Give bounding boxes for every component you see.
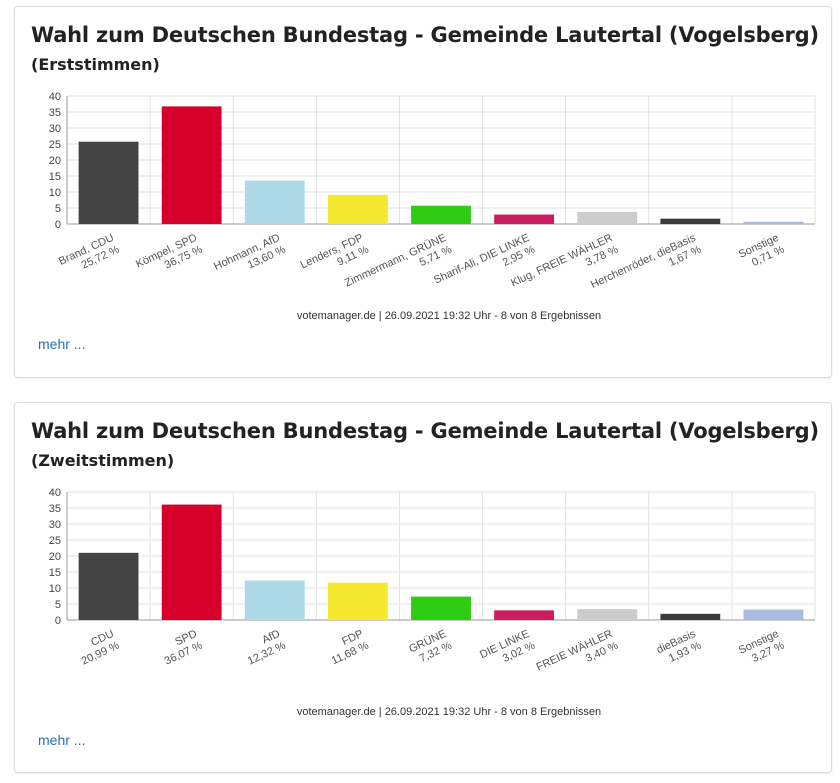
y-tick-label: 25 — [49, 139, 61, 151]
bar — [78, 552, 139, 620]
bar — [411, 596, 471, 620]
first-vote-card: Wahl zum Deutschen Bundestag - Gemeinde … — [14, 6, 832, 378]
first-vote-bar-chart: 0 5 10 15 20 25 30 35 40 Brand, CDU25,72 % Kömpel,… — [49, 91, 816, 322]
y-tick-label: 10 — [49, 187, 61, 199]
bar — [327, 194, 388, 224]
bar — [244, 180, 305, 224]
y-tick-label: 0 — [55, 219, 61, 231]
x-tick-label: CDU20,99 % — [74, 628, 121, 668]
bar — [78, 141, 139, 224]
bar — [660, 613, 721, 620]
bar — [660, 218, 721, 224]
second-vote-bar-chart: 0 5 10 15 20 25 30 35 40 CDU20,99 % SPD36,07 % AfD1… — [49, 487, 816, 718]
y-tick-label: 30 — [49, 519, 61, 531]
bar — [743, 221, 804, 224]
x-tick-label: Hohmann, AfD13,60 % — [212, 232, 288, 285]
bar — [494, 610, 555, 620]
y-tick-label: 35 — [49, 503, 61, 515]
bar — [577, 211, 638, 224]
bar — [244, 580, 305, 620]
y-tick-label: 40 — [49, 487, 61, 499]
x-tick-label: dieBasis1,93 % — [655, 628, 704, 668]
bar — [327, 582, 388, 620]
y-tick-label: 15 — [49, 567, 61, 579]
x-tick-label: Brand, CDU25,72 % — [57, 232, 121, 280]
card-title: Wahl zum Deutschen Bundestag - Gemeinde … — [31, 23, 819, 47]
x-tick-label: Sonstige3,27 % — [737, 628, 787, 669]
bar — [494, 214, 555, 224]
x-tick-label: Kömpel, SPD36,75 % — [134, 232, 205, 283]
x-tick-label: FDP11,68 % — [324, 628, 371, 667]
y-tick-label: 15 — [49, 171, 61, 183]
x-tick-label: GRÜNE7,32 % — [407, 628, 454, 668]
y-tick-label: 10 — [49, 583, 61, 595]
x-tick-label: DIE LINKE3,02 % — [478, 628, 537, 673]
bar — [161, 504, 222, 620]
bar — [743, 609, 804, 620]
y-tick-label: 20 — [49, 551, 61, 563]
y-tick-label: 40 — [49, 91, 61, 103]
card-title: Wahl zum Deutschen Bundestag - Gemeinde … — [31, 419, 819, 443]
source-note: votemanager.de | 26.09.2021 19:32 Uhr - … — [297, 706, 601, 718]
y-tick-label: 0 — [55, 615, 61, 627]
bar — [577, 609, 638, 620]
more-link[interactable]: mehr ... — [38, 336, 86, 352]
y-tick-label: 20 — [49, 155, 61, 167]
y-tick-label: 25 — [49, 535, 61, 547]
x-tick-label: Sharif-Ali, DIE LINKE2,95 % — [432, 232, 537, 299]
x-tick-label: FREIE WÄHLER3,40 % — [535, 628, 621, 686]
y-tick-label: 5 — [55, 599, 61, 611]
source-note: votemanager.de | 26.09.2021 19:32 Uhr - … — [297, 310, 601, 322]
x-tick-label: SPD36,07 % — [157, 628, 204, 668]
more-link[interactable]: mehr ... — [38, 732, 86, 748]
x-tick-label: Sonstige0,71 % — [737, 232, 787, 273]
second-vote-card: Wahl zum Deutschen Bundestag - Gemeinde … — [14, 402, 832, 773]
bar — [161, 106, 222, 224]
x-tick-label: AfD12,32 % — [240, 628, 287, 668]
bar — [411, 205, 471, 224]
y-tick-label: 35 — [49, 107, 61, 119]
card-subtitle: (Erststimmen) — [31, 55, 160, 74]
card-subtitle: (Zweitstimmen) — [31, 451, 175, 470]
y-tick-label: 5 — [55, 203, 61, 215]
y-tick-label: 30 — [49, 123, 61, 135]
